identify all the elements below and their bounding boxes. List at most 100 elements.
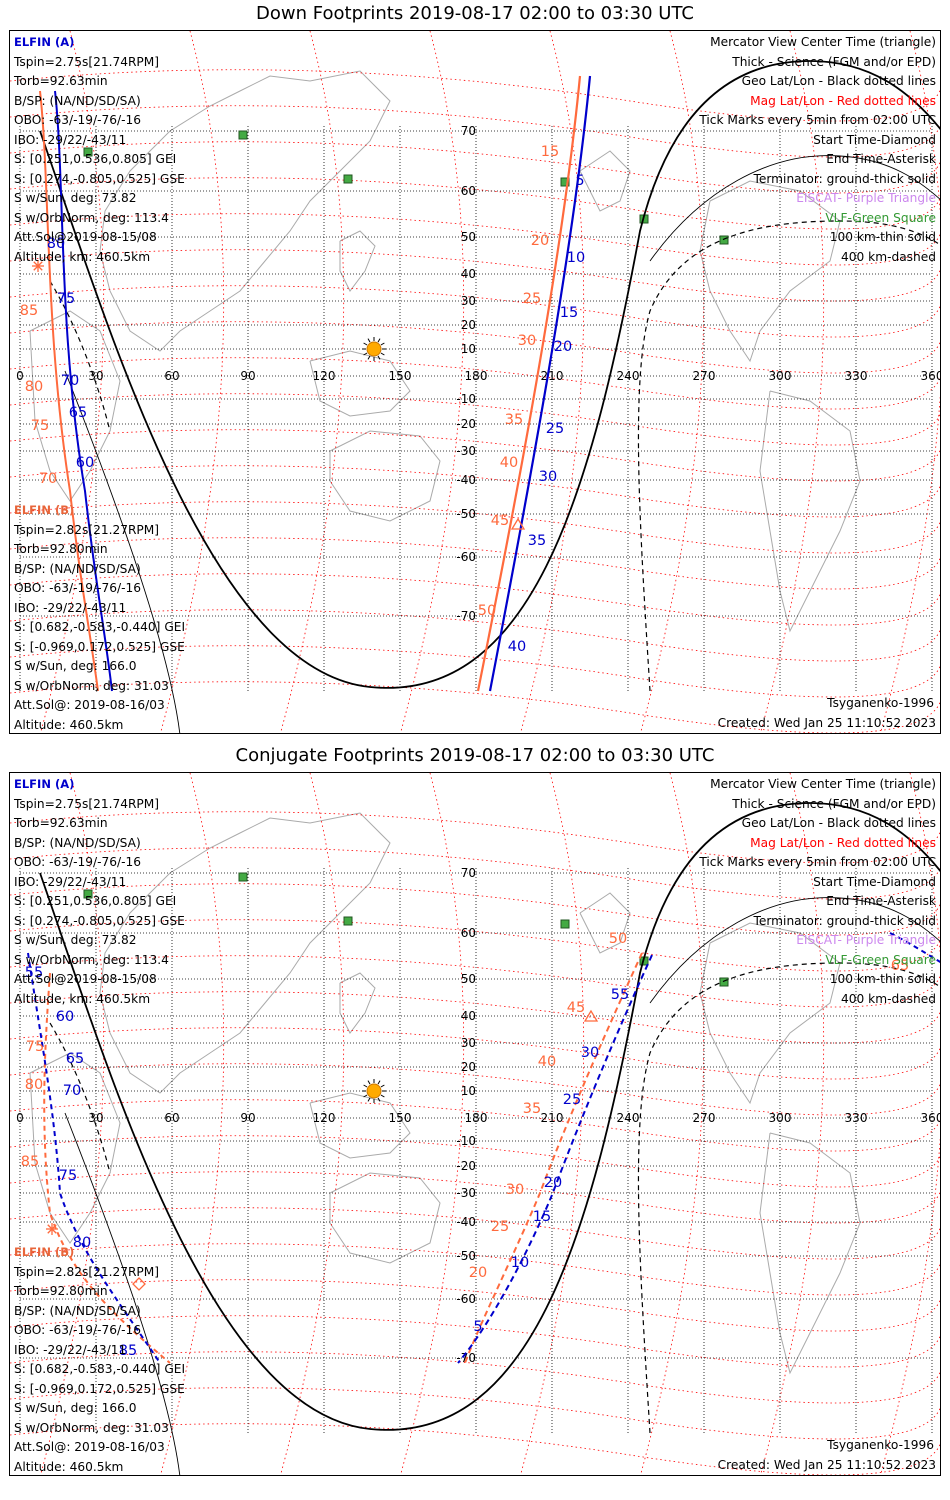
latitude-label: -40 [456, 1215, 476, 1229]
longitude-label: 90 [240, 1111, 255, 1125]
info-line: S w/OrbNorm, deg: 113.4 [14, 952, 169, 967]
longitude-label: 240 [617, 369, 640, 383]
info-line: Tspin=2.82s[21.27RPM] [14, 1264, 160, 1279]
track-tick-label: 50 [609, 931, 627, 947]
latitude-label: -20 [456, 1159, 476, 1173]
track-tick-label: 40 [500, 455, 518, 471]
latitude-label: -50 [456, 1249, 476, 1263]
coastline [759, 1132, 861, 1375]
info-line: B/SP: (NA/ND/SD/SA) [14, 835, 141, 850]
coastline [29, 310, 121, 502]
track-tick-label: 55 [25, 965, 43, 981]
track-tick-label: 60 [56, 1009, 74, 1025]
coastline [699, 180, 841, 363]
legend: Mercator View Center Time (triangle) Thi… [699, 33, 936, 267]
sun-ray [367, 338, 371, 343]
track-tick-label: 45 [567, 1000, 585, 1016]
legend-item: Start Time-Diamond [813, 874, 936, 889]
coastline [309, 350, 411, 417]
sun-ray [363, 1094, 368, 1098]
latitude-label: -60 [456, 1292, 476, 1306]
longitude-label: 120 [313, 369, 336, 383]
latitude-label: -70 [456, 609, 476, 623]
longitude-label: 30 [88, 1111, 103, 1125]
sun-ray [363, 352, 368, 356]
longitude-label: 210 [541, 1111, 564, 1125]
track-tick-label: 25 [546, 421, 564, 437]
track-tick-label: 40 [538, 1054, 556, 1070]
track-tick-label: 75 [57, 291, 75, 307]
vlf-station-square [560, 919, 570, 929]
sun-ray [367, 1080, 371, 1085]
track-tick-label: 85 [21, 1154, 39, 1170]
info-line: Tspin=2.82s[21.27RPM] [14, 522, 160, 537]
track-tick-label: 85 [20, 303, 38, 319]
model-label: Tsyganenko-1996 [827, 696, 934, 710]
track-tick-label: 65 [66, 1051, 84, 1067]
latitude-label: 70 [461, 866, 476, 880]
sun-ray [380, 352, 385, 356]
elfin-b-track-west [39, 90, 99, 692]
track-tick-label: 65 [891, 958, 909, 974]
info-line: Altitude: 460.5km [14, 1459, 124, 1474]
map-frame: 0 30 60 90 120 150 180 210 240 270 300 330 360 70 60 50… [9, 772, 941, 1476]
start-diamond [132, 1277, 146, 1291]
sun-ray [377, 1097, 381, 1102]
sun-ray [377, 1080, 381, 1085]
info-line: S: [-0.969,0.172,0.525] GSE [14, 639, 185, 654]
map-frame: 0 30 60 90 120 150 180 210 240 270 300 330 360 70 60 50… [9, 30, 941, 734]
elfin-a-header: ELFIN (A) [14, 777, 75, 791]
coastline [699, 922, 841, 1105]
info-line: Altitude: 460.5km [14, 717, 124, 732]
legend-item: Mag Lat/Lon - Red dotted lines [750, 835, 936, 850]
latitude-label: 40 [461, 267, 476, 281]
track-tick-label: 60 [76, 455, 94, 471]
latitude-label: 10 [461, 1084, 476, 1098]
longitude-label: 270 [693, 1111, 716, 1125]
track-tick-label: 55 [611, 987, 629, 1003]
track-tick-label: 20 [544, 1175, 562, 1191]
elfin-b-header: ELFIN (B) [14, 503, 75, 517]
track-tick-label: 85 [119, 1343, 137, 1359]
vlf-station-square [238, 130, 248, 140]
sun-ray [380, 1094, 385, 1098]
longitude-label: 300 [769, 369, 792, 383]
elfin-b-info: ELFIN (B) Tspin=2.82s[21.27RPM] Torb=92.… [14, 1243, 185, 1475]
elfin-b-info: ELFIN (B) Tspin=2.82s[21.27RPM] Torb=92.… [14, 501, 185, 733]
legend-item: VLF-Green Square [825, 210, 936, 225]
info-line: S w/Sun, deg: 166.0 [14, 659, 137, 673]
track-tick-label: 70 [61, 373, 79, 389]
mag-longitude-line [640, 773, 705, 1475]
latitude-label: 50 [461, 972, 476, 986]
legend-item: Thick - Science (FGM and/or EPD) [732, 796, 936, 811]
created-label: Created: Wed Jan 25 11:10:52 2023 [717, 716, 936, 730]
track-tick-label: 20 [469, 1265, 487, 1281]
longitude-label: 210 [541, 369, 564, 383]
track-tick-label: 25 [491, 1219, 509, 1235]
coastline [329, 1172, 441, 1264]
terminator-ground [39, 60, 940, 689]
vlf-station-square [83, 147, 93, 157]
latitude-label: 40 [461, 1009, 476, 1023]
info-line: Att.Sol@2019-08-15/08 [14, 972, 157, 986]
info-line: S w/OrbNorm, deg: 31.03 [14, 1420, 169, 1435]
track-tick-label: 35 [523, 1101, 541, 1117]
vlf-station-square [83, 889, 93, 899]
track-tick-label: 75 [59, 1168, 77, 1184]
terminator-100km [64, 155, 940, 733]
terminator-100km [64, 897, 940, 1475]
elfin-a-info: ELFIN (A) Tspin=2.75s[21.74RPM] Torb=92.… [14, 775, 185, 1009]
info-line: Att.Sol@: 2019-08-16/03 [14, 1440, 165, 1454]
info-line: S w/Sun, deg: 73.82 [14, 191, 137, 205]
legend-item: 400 km-dashed [841, 249, 936, 264]
vlf-station-square [343, 916, 353, 926]
coastline [329, 430, 441, 522]
info-line: Att.Sol@: 2019-08-16/03 [14, 698, 165, 712]
track-tick-label: 45 [491, 513, 509, 529]
longitude-label: 360 [921, 369, 941, 383]
latitude-label: 50 [461, 230, 476, 244]
vlf-station-square [238, 872, 248, 882]
longitude-label: 90 [240, 369, 255, 383]
legend-item: 400 km-dashed [841, 991, 936, 1006]
info-line: IBO: -29/22/-43/11 [14, 600, 127, 615]
